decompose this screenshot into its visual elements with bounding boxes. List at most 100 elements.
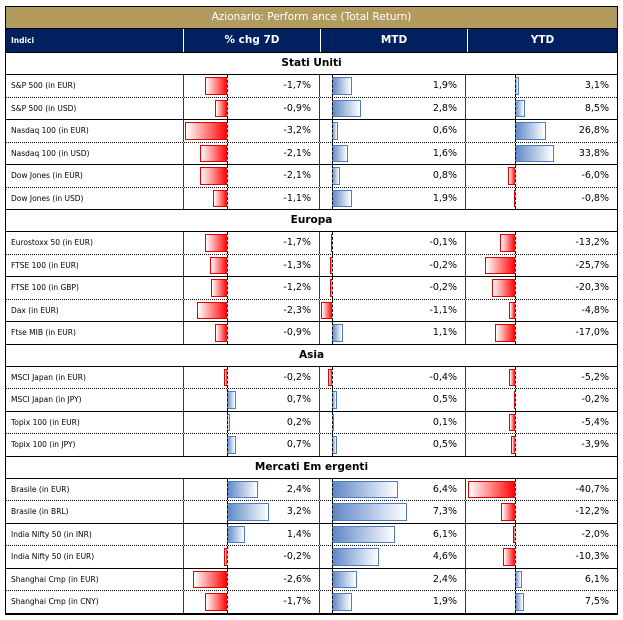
- negative-bar-ytd: [508, 167, 515, 185]
- bar-axis: [332, 75, 333, 97]
- value-d7: -1,7%: [283, 596, 311, 607]
- bar-axis: [515, 299, 516, 321]
- value-mtd: 4,6%: [432, 551, 457, 562]
- index-name: Topix 100 (in EUR): [6, 411, 184, 433]
- cell-d7: -2,1%: [184, 142, 320, 164]
- value-ytd: -25,7%: [575, 259, 609, 271]
- bar-axis: [332, 366, 333, 388]
- value-ytd: -40,7%: [575, 483, 609, 495]
- negative-bar-d7: [199, 144, 227, 162]
- value-mtd: 1,1%: [432, 327, 457, 338]
- bar-axis: [332, 254, 333, 276]
- cell-d7: -1,7%: [184, 75, 320, 97]
- negative-bar-d7: [185, 122, 227, 140]
- bar-axis: [515, 591, 516, 613]
- bar-axis: [227, 411, 228, 433]
- cell-mtd: 1,9%: [320, 591, 466, 613]
- positive-bar-mtd: [332, 189, 352, 207]
- positive-bar-d7: [227, 436, 237, 454]
- negative-bar-d7: [210, 256, 227, 274]
- cell-d7: -1,7%: [184, 591, 320, 613]
- negative-bar-mtd: [329, 256, 332, 274]
- cell-mtd: 2,8%: [320, 97, 466, 119]
- value-ytd: -12,2%: [575, 506, 609, 517]
- value-ytd: -0,8%: [581, 192, 609, 204]
- bar-axis: [227, 478, 228, 500]
- cell-ytd: -20,3%: [466, 277, 617, 299]
- bar-axis: [332, 187, 333, 209]
- cell-ytd: -6,0%: [466, 165, 617, 187]
- positive-bar-mtd: [332, 480, 398, 498]
- cell-mtd: 0,6%: [320, 120, 466, 142]
- positive-bar-ytd: [515, 122, 546, 140]
- negative-bar-mtd: [327, 368, 332, 386]
- cell-d7: 0,2%: [184, 411, 320, 433]
- header-7d: % chg 7D: [184, 29, 321, 52]
- cell-d7: -3,2%: [184, 120, 320, 142]
- index-name: India Nifty 50 (in EUR): [6, 546, 184, 568]
- value-d7: -1,2%: [283, 282, 311, 293]
- bar-axis: [332, 322, 333, 344]
- value-ytd: -5,2%: [581, 371, 609, 383]
- bar-axis: [515, 523, 516, 545]
- positive-bar-d7: [227, 525, 246, 543]
- cell-d7: -0,9%: [184, 322, 320, 344]
- value-d7: -0,9%: [283, 327, 311, 338]
- cell-d7: 0,7%: [184, 434, 320, 456]
- performance-table: Azionario: Perform ance (Total Return) I…: [5, 6, 618, 615]
- value-mtd: 1,9%: [432, 80, 457, 91]
- table-row: Ftse MIB (in EUR) -0,9% 1,1% -17,0%: [6, 322, 617, 345]
- bar-axis: [515, 97, 516, 119]
- negative-bar-ytd: [513, 189, 515, 207]
- bar-axis: [332, 501, 333, 523]
- negative-bar-d7: [215, 324, 227, 342]
- positive-bar-mtd: [332, 391, 338, 409]
- cell-ytd: -40,7%: [466, 478, 617, 500]
- index-name: Nasdaq 100 (in USD): [6, 142, 184, 164]
- value-d7: 0,2%: [286, 416, 311, 428]
- cell-mtd: 0,5%: [320, 389, 466, 411]
- value-mtd: -0,4%: [429, 371, 457, 383]
- bar-axis: [332, 478, 333, 500]
- bar-axis: [515, 254, 516, 276]
- negative-bar-d7: [212, 189, 227, 207]
- value-d7: -2,3%: [283, 304, 311, 316]
- cell-ytd: 8,5%: [466, 97, 617, 119]
- table-row: Eurostoxx 50 (in EUR) -1,7% -0,1% -13,2%: [6, 232, 617, 255]
- table-body: Stati Uniti S&P 500 (in EUR) -1,7% 1,9% 3,1%…: [6, 53, 617, 614]
- positive-bar-mtd: [332, 77, 352, 95]
- value-ytd: -5,4%: [581, 416, 609, 428]
- bar-axis: [515, 165, 516, 187]
- index-name: MSCI Japan (in EUR): [6, 366, 184, 388]
- table-title: Azionario: Perform ance (Total Return): [6, 7, 617, 29]
- negative-bar-mtd: [329, 279, 332, 297]
- negative-bar-mtd: [330, 234, 332, 252]
- negative-bar-d7: [197, 301, 227, 319]
- value-d7: -1,1%: [283, 192, 311, 204]
- value-mtd: 1,9%: [432, 596, 457, 607]
- bar-axis: [515, 142, 516, 164]
- negative-bar-mtd: [320, 301, 332, 319]
- cell-d7: -1,3%: [184, 254, 320, 276]
- index-name: Topix 100 (in JPY): [6, 434, 184, 456]
- cell-ytd: -3,9%: [466, 434, 617, 456]
- table-row: India Nifty 50 (in EUR) -0,2% 4,6% -10,3%: [6, 546, 617, 569]
- bar-axis: [515, 120, 516, 142]
- table-row: Shanghai Cmp (in EUR) -2,6% 2,4% 6,1%: [6, 568, 617, 591]
- negative-bar-ytd: [500, 503, 515, 521]
- value-d7: 3,2%: [286, 506, 311, 517]
- positive-bar-d7: [227, 391, 237, 409]
- negative-bar-ytd: [509, 368, 515, 386]
- value-ytd: 7,5%: [584, 596, 609, 607]
- cell-d7: -1,2%: [184, 277, 320, 299]
- value-d7: 0,7%: [286, 394, 311, 405]
- table-row: Dow Jones (in EUR) -2,1% 0,8% -6,0%: [6, 165, 617, 188]
- bar-axis: [332, 411, 333, 433]
- negative-bar-ytd: [495, 324, 515, 342]
- bar-axis: [332, 591, 333, 613]
- value-mtd: 1,6%: [432, 147, 457, 159]
- negative-bar-ytd: [512, 525, 515, 543]
- bar-axis: [227, 120, 228, 142]
- value-ytd: 33,8%: [578, 147, 609, 159]
- bar-axis: [227, 591, 228, 613]
